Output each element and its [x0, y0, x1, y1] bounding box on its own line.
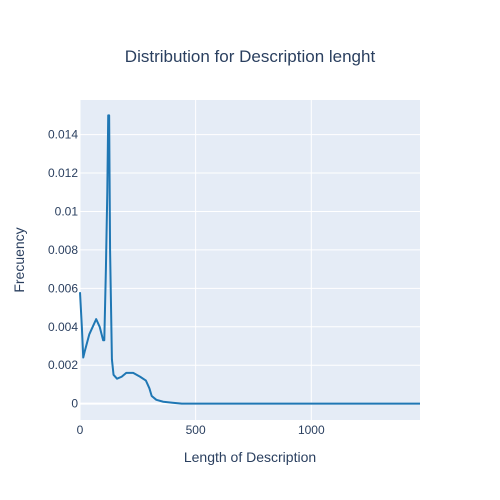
y-tick-label: 0.004: [48, 320, 78, 334]
y-tick-label: 0.002: [48, 358, 78, 372]
plot-area: [80, 100, 420, 420]
x-tick-label: 0: [77, 423, 84, 437]
series-group: [79, 114, 420, 405]
density-line: [79, 114, 420, 405]
y-tick-label: 0.006: [48, 281, 78, 295]
y-tick-label: 0.01: [55, 204, 79, 218]
chart-title: Distribution for Description lenght: [125, 47, 376, 66]
y-axis-title: Frecuency: [11, 227, 27, 292]
x-axis-ticks: 0 500 1000: [77, 423, 325, 437]
x-tick-label: 1000: [298, 423, 325, 437]
y-tick-label: 0.012: [48, 166, 78, 180]
x-axis-title: Length of Description: [184, 449, 316, 465]
y-tick-label: 0.008: [48, 243, 78, 257]
y-tick-label: 0: [71, 397, 78, 411]
y-tick-label: 0.014: [48, 128, 78, 142]
x-tick-label: 500: [186, 423, 206, 437]
y-axis-ticks: 0 0.002 0.004 0.006 0.008 0.01 0.012 0.014: [48, 128, 78, 411]
